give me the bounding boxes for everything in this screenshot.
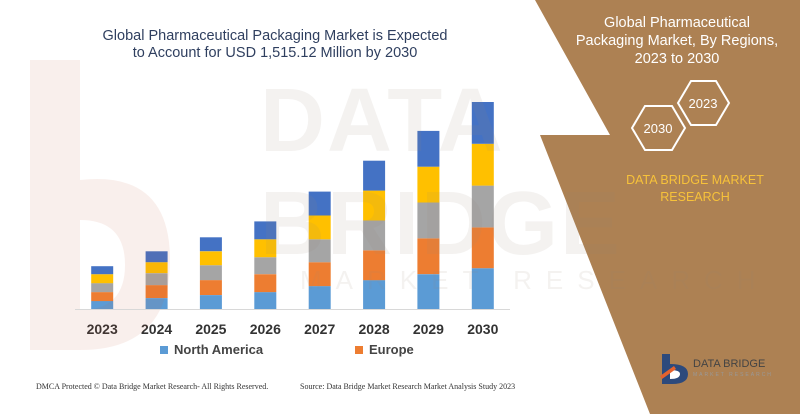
watermark-logo-icon — [30, 60, 170, 350]
x-tick-label-2028: 2028 — [359, 321, 390, 337]
x-tick-labels: 2023 2024 2025 2026 2027 2028 2029 2030 — [87, 321, 499, 337]
bar-segment-2029-s2 — [417, 202, 440, 239]
bar-segment-2030-s1 — [471, 227, 494, 269]
bar-segment-2028-s1 — [363, 250, 386, 281]
bar-segment-2029-s3 — [417, 166, 440, 203]
bar-segment-2028-s4 — [363, 160, 386, 191]
x-tick-label-2030: 2030 — [467, 321, 498, 337]
hexagon-2023 — [676, 80, 731, 126]
bar-segment-2028-s3 — [363, 190, 386, 221]
bar-segment-2025-s1 — [199, 280, 222, 295]
bar-segment-2030-s2 — [471, 185, 494, 228]
brand-tagline: MARKET RESEARCH — [693, 372, 773, 378]
bar-segment-2026-s3 — [254, 239, 277, 258]
legend-swatch-europe — [355, 345, 363, 354]
right-panel-background — [535, 0, 800, 414]
footer-source: Source: Data Bridge Market Research Mark… — [300, 382, 516, 391]
legend-label-europe: Europe — [369, 342, 414, 357]
bar-group — [91, 102, 494, 309]
bar-segment-2029-s0 — [417, 274, 440, 309]
legend-item-europe: Europe — [355, 342, 414, 357]
bar-segment-2027-s4 — [308, 191, 331, 216]
hexagon-2030 — [630, 105, 687, 151]
bar-segment-2026-s2 — [254, 257, 277, 275]
right-panel-title: Global Pharmaceutical Packaging Market, … — [575, 15, 779, 67]
brand-logo-icon — [660, 354, 688, 384]
bar-segment-2028-s0 — [363, 280, 386, 309]
bar-segment-2023-s2 — [91, 283, 114, 293]
legend-item-north-america: North America — [160, 342, 263, 357]
legend-swatch-north-america — [160, 345, 168, 354]
bar-segment-2027-s3 — [308, 215, 331, 240]
bar-segment-2025-s2 — [199, 265, 222, 281]
company-name: DATA BRIDGE MARKET RESEARCH — [626, 173, 764, 204]
hexagon-start-year-label: 2023 — [689, 96, 718, 111]
hexagon-end-year-label: 2030 — [644, 121, 673, 136]
bar-segment-2024-s2 — [145, 273, 168, 286]
chart-title: Global Pharmaceutical Packaging Market i… — [102, 28, 448, 61]
bar-segment-2030-s4 — [471, 102, 494, 144]
brand-name: DATA BRIDGE — [693, 358, 766, 370]
x-tick-label-2023: 2023 — [87, 321, 118, 337]
x-tick-label-2029: 2029 — [413, 321, 444, 337]
bar-segment-2024-s0 — [145, 298, 168, 309]
x-tick-label-2027: 2027 — [304, 321, 335, 337]
bar-segment-2025-s3 — [199, 251, 222, 266]
watermark-subtext: MARKET RESEARCH — [300, 265, 770, 295]
bar-segment-2027-s1 — [308, 262, 331, 287]
bar-segment-2028-s2 — [363, 220, 386, 251]
bar-segment-2027-s2 — [308, 239, 331, 263]
x-tick-label-2025: 2025 — [195, 321, 226, 337]
x-tick-label-2026: 2026 — [250, 321, 281, 337]
footer-copyright: DMCA Protected © Data Bridge Market Rese… — [36, 382, 269, 391]
bar-segment-2024-s3 — [145, 262, 168, 274]
bar-segment-2027-s0 — [308, 286, 331, 309]
bar-segment-2030-s0 — [471, 268, 494, 309]
x-tick-label-2024: 2024 — [141, 321, 172, 337]
bar-segment-2026-s1 — [254, 274, 277, 293]
bar-segment-2023-s1 — [91, 292, 114, 302]
bar-segment-2024-s1 — [145, 285, 168, 298]
bar-segment-2023-s0 — [91, 301, 114, 309]
bar-segment-2025-s0 — [199, 295, 222, 309]
legend-label-north-america: North America — [174, 342, 264, 357]
x-axis-line — [75, 309, 510, 310]
brand-logo: DATA BRIDGE MARKET RESEARCH — [660, 352, 795, 386]
bar-segment-2023-s4 — [91, 266, 114, 275]
watermark-text: DATA BRIDGE — [260, 71, 623, 274]
bar-segment-2029-s4 — [417, 130, 440, 167]
bar-segment-2026-s4 — [254, 221, 277, 240]
bar-segment-2029-s1 — [417, 238, 440, 275]
bar-segment-2025-s4 — [199, 237, 222, 252]
bar-segment-2026-s0 — [254, 292, 277, 309]
bar-segment-2024-s4 — [145, 251, 168, 263]
bar-segment-2023-s3 — [91, 274, 114, 284]
bar-segment-2030-s3 — [471, 143, 494, 186]
